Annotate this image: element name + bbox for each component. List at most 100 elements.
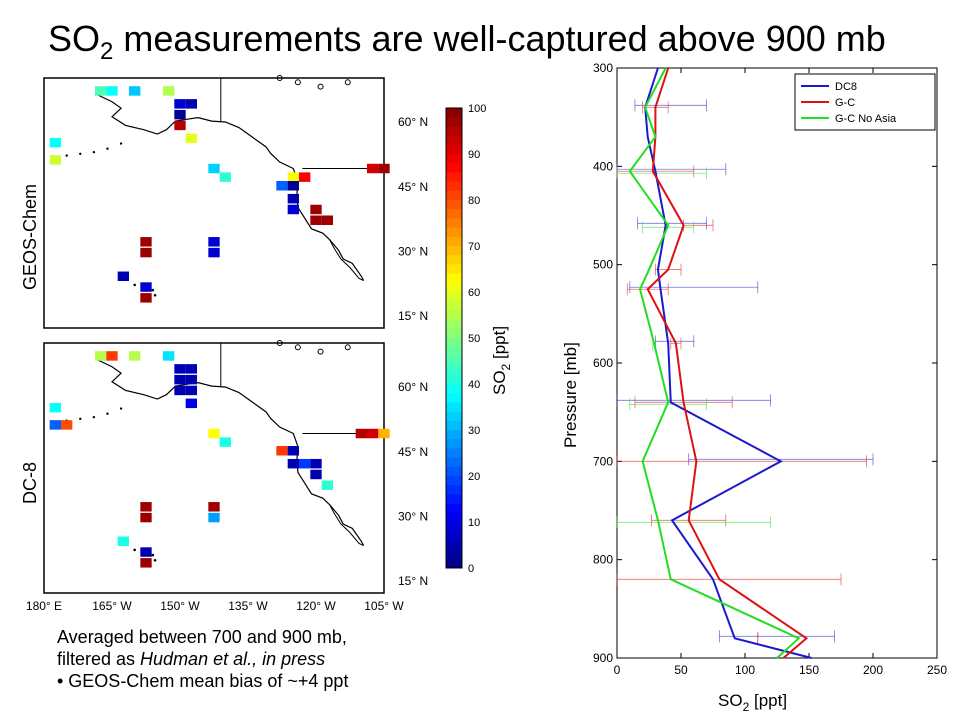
data-cell (95, 351, 107, 361)
data-cell (321, 215, 333, 225)
island-dot (79, 152, 82, 156)
island-dot (153, 558, 157, 562)
map-frame (43, 77, 385, 329)
colorbar-band (446, 108, 462, 118)
island-outline (317, 83, 324, 90)
data-cell (219, 437, 231, 447)
colorbar-band (446, 144, 462, 155)
colorbar-band (446, 328, 462, 339)
data-cell (49, 137, 61, 148)
data-cell (129, 86, 141, 96)
data-cell (49, 402, 61, 413)
colorbar-tick-label: 10 (468, 517, 480, 529)
lon-tick-label: 105° W (364, 599, 404, 613)
baja-coast (329, 239, 364, 282)
colorbar-band (446, 236, 462, 247)
caption-line-2-plain: filtered as (57, 649, 141, 669)
series-line-g-c (646, 67, 809, 659)
data-cell (140, 293, 152, 303)
data-cell (140, 502, 152, 512)
colorbar-band (446, 512, 462, 523)
data-cell (185, 374, 197, 385)
colorbar-tick-label: 20 (468, 471, 480, 483)
colorbar-band (446, 181, 462, 192)
colorbar-band (446, 531, 462, 541)
colorbar-band (446, 494, 462, 505)
island-outline (294, 344, 301, 351)
lat-tick-label: 15° N (398, 309, 428, 323)
colorbar-band (446, 227, 462, 238)
data-cell (310, 458, 322, 469)
data-cell (310, 469, 322, 480)
colorbar-label: SO2 [ppt] (490, 326, 513, 395)
colorbar-band (446, 393, 462, 403)
caption-line-3: • GEOS-Chem mean bias of ~+4 ppt (57, 671, 349, 691)
colorbar-tick-label: 30 (468, 425, 480, 437)
data-cell (367, 428, 379, 439)
colorbar-band (446, 522, 462, 532)
colorbar-band (446, 558, 462, 569)
x-axis-label-main: SO (718, 691, 743, 710)
caption: Averaged between 700 and 900 mb, filtere… (57, 626, 348, 692)
colorbar-band (446, 540, 462, 551)
island-dot (106, 147, 109, 150)
legend-label: G-C No Asia (835, 113, 897, 125)
data-cell (117, 536, 129, 547)
data-cell (355, 428, 367, 439)
lat-tick-label: 60° N (398, 380, 428, 394)
data-cell (174, 109, 186, 120)
island-outline (294, 79, 301, 86)
y-axis-label: Pressure [mb] (561, 342, 580, 448)
data-cell (174, 120, 186, 131)
island-outline (317, 348, 324, 355)
data-cell (163, 86, 175, 96)
colorbar-band (446, 172, 462, 183)
island-outline (344, 344, 351, 351)
x-tick-label: 250 (927, 663, 947, 677)
lon-tick-label: 180° E (26, 599, 62, 613)
caption-line-1: Averaged between 700 and 900 mb, (57, 627, 347, 647)
colorbar-frame (445, 107, 463, 569)
colorbar-band (446, 246, 462, 256)
lat-tick-label: 30° N (398, 509, 428, 523)
colorbar-band (446, 264, 462, 275)
island-outline (344, 79, 351, 86)
lat-tick-label: 45° N (398, 445, 428, 459)
y-tick-label: 900 (593, 651, 613, 665)
island-dot (92, 415, 96, 419)
colorbar-band (446, 163, 462, 173)
data-cell (140, 512, 152, 523)
island-dot (79, 417, 82, 421)
data-cell (219, 172, 231, 182)
data-cell (367, 163, 379, 174)
data-cell (61, 420, 73, 430)
lat-tick-label: 60° N (398, 115, 428, 129)
title-subscript: 2 (100, 38, 114, 66)
data-cell (321, 480, 333, 490)
data-cell (140, 247, 152, 258)
colorbar-band (446, 255, 462, 265)
data-cell (95, 86, 107, 96)
lon-tick-label: 165° W (92, 599, 132, 613)
legend-label: G-C (835, 97, 855, 109)
x-axis-label: SO2 [ppt] (718, 691, 787, 714)
colorbar-band (446, 273, 462, 284)
island-outline (276, 340, 283, 346)
plot-frame (616, 67, 938, 659)
data-cell (49, 155, 61, 165)
data-cell (129, 351, 141, 361)
map-geos-chem: 60° N 45° N 30° N 15° N (43, 75, 428, 329)
data-cell (208, 428, 220, 439)
map-dc8: 60° N 45° N 30° N 15° N (43, 340, 428, 594)
colorbar-band (446, 439, 462, 449)
x-tick-label: 50 (674, 663, 688, 677)
data-cell (276, 446, 288, 456)
colorbar-tick-label: 60 (468, 287, 480, 299)
island-dot (92, 150, 96, 154)
data-cell (276, 181, 288, 191)
data-cell (185, 133, 197, 144)
island-dot (151, 288, 155, 292)
colorbar-band (446, 209, 462, 219)
colorbar-band (446, 384, 462, 394)
